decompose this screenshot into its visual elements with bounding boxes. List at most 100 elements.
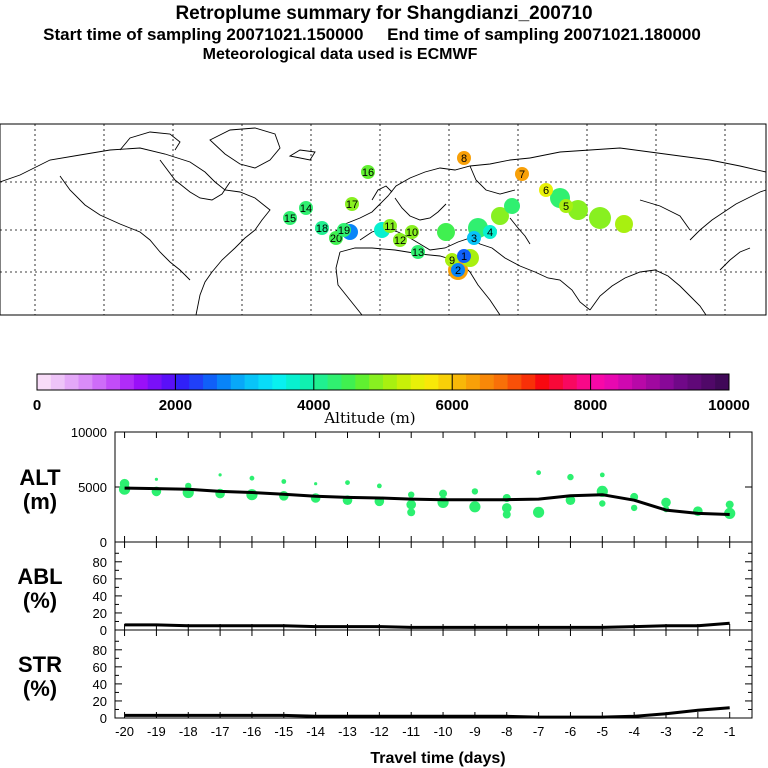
particle-point xyxy=(725,500,734,509)
colorbar-cell xyxy=(133,374,149,390)
plume-marker-label: 5 xyxy=(563,201,569,213)
y-tick-label: 60 xyxy=(93,572,107,587)
colorbar-cell xyxy=(216,374,232,390)
particle-point xyxy=(218,473,222,477)
y-tick-label: 0 xyxy=(100,623,107,638)
colorbar-cell xyxy=(618,374,633,390)
colorbar-cell xyxy=(341,374,356,390)
particle-point xyxy=(599,500,606,507)
y-tick-label: 5000 xyxy=(78,480,107,495)
median-line xyxy=(124,706,730,719)
y-tick-label: 40 xyxy=(93,589,107,604)
plume-marker-label: 20 xyxy=(330,233,342,245)
x-tick-label: -18 xyxy=(179,724,198,739)
colorbar-frame xyxy=(36,373,730,391)
y-tick-label: 60 xyxy=(93,660,107,675)
colorbar-cell xyxy=(299,374,315,390)
colorbar-title: Altitude (m) xyxy=(323,409,415,427)
y-tick-label: 10000 xyxy=(71,428,107,440)
colorbar-cell xyxy=(659,374,675,390)
plume-marker xyxy=(483,225,497,239)
x-axis-title: Travel time (days) xyxy=(370,750,505,767)
particle-point xyxy=(281,479,287,484)
particle-point xyxy=(345,480,350,485)
chart-title: Retroplume summary for Shangdianzi_20071… xyxy=(175,3,593,24)
plume-marker xyxy=(345,197,359,211)
plume-marker-label: 3 xyxy=(471,233,477,245)
plume-cluster xyxy=(615,215,633,233)
y-tick-label: 80 xyxy=(93,643,107,658)
colorbar-cell xyxy=(37,374,52,390)
map-graticule xyxy=(0,124,766,315)
y-tick-label: 0 xyxy=(100,535,107,550)
particle-point xyxy=(407,508,416,517)
colorbar-cell xyxy=(189,374,204,390)
colorbar-cell xyxy=(604,374,619,390)
altitude-colorbar: 0 2000 4000 6000 8000 10000 Altitude (m) xyxy=(33,373,750,427)
colorbar-cell xyxy=(147,374,163,390)
particle-point xyxy=(314,482,318,486)
colorbar-cell xyxy=(327,374,342,390)
colorbar-cell xyxy=(50,374,66,390)
colorbar-cell xyxy=(120,374,135,390)
colorbar-tick-label: 0 xyxy=(33,397,41,414)
x-tick-label: -20 xyxy=(115,724,134,739)
y-tick-label: 20 xyxy=(93,606,107,621)
colorbar-cell xyxy=(424,374,439,390)
colorbar-cell xyxy=(92,374,107,390)
plume-marker-label: 14 xyxy=(300,203,312,215)
colorbar-cell xyxy=(396,374,412,390)
y-tick-label: 20 xyxy=(93,694,107,709)
abl-panel: 80 60 40 20 0 ABL(%) xyxy=(17,541,753,638)
colorbar-cell xyxy=(355,374,370,390)
plume-marker-label: 10 xyxy=(406,227,418,239)
colorbar-cell xyxy=(493,374,509,390)
x-tick-label: -15 xyxy=(274,724,293,739)
x-tick-label: -13 xyxy=(338,724,357,739)
colorbar-cell xyxy=(286,374,301,390)
x-tick-label: -1 xyxy=(724,724,736,739)
colorbar-cell xyxy=(479,374,495,390)
plume-marker-label: 15 xyxy=(284,213,296,225)
panel-ylabel: STR xyxy=(18,652,62,677)
colorbar-cell xyxy=(64,374,80,390)
colorbar-cell xyxy=(715,374,730,390)
plume-cluster xyxy=(437,223,455,241)
plume-marker-label: 6 xyxy=(543,185,549,197)
x-tick-label: -14 xyxy=(306,724,325,739)
colorbar-cell xyxy=(521,374,536,390)
particle-point xyxy=(565,495,576,505)
colorbar-tick-label: 4000 xyxy=(297,397,330,414)
colorbar-cell xyxy=(632,374,647,390)
y-tick-label: 40 xyxy=(93,677,107,692)
colorbar-cell xyxy=(535,374,550,390)
particle-point xyxy=(469,501,481,513)
plume-marker xyxy=(411,245,425,259)
colorbar-cell xyxy=(701,374,716,390)
plume-cluster xyxy=(568,200,588,220)
panel-ylabel-unit: (m) xyxy=(23,489,57,514)
plume-marker-label: 4 xyxy=(487,227,493,239)
colorbar-tick-label: 6000 xyxy=(436,397,469,414)
particle-point xyxy=(185,482,192,490)
particle-point xyxy=(439,489,448,498)
plume-marker-label: 1 xyxy=(461,251,467,263)
particle-point xyxy=(406,499,417,510)
met-data-line: Meteorological data used is ECMWF xyxy=(202,46,478,63)
plume-marker xyxy=(559,199,573,213)
colorbar-cell xyxy=(175,374,190,390)
plume-marker xyxy=(539,183,553,197)
colorbar-cell xyxy=(106,374,121,390)
plume-marker-label: 9 xyxy=(449,255,455,267)
plume-marker xyxy=(451,263,465,277)
plume-marker xyxy=(337,223,351,237)
panel-frame xyxy=(114,541,753,631)
x-tick-label: -8 xyxy=(501,724,513,739)
plume-marker-label: 19 xyxy=(338,225,350,237)
colorbar-cell xyxy=(313,374,329,390)
x-tick-label: -12 xyxy=(370,724,389,739)
colorbar-cell xyxy=(562,374,578,390)
particle-point xyxy=(249,475,255,481)
